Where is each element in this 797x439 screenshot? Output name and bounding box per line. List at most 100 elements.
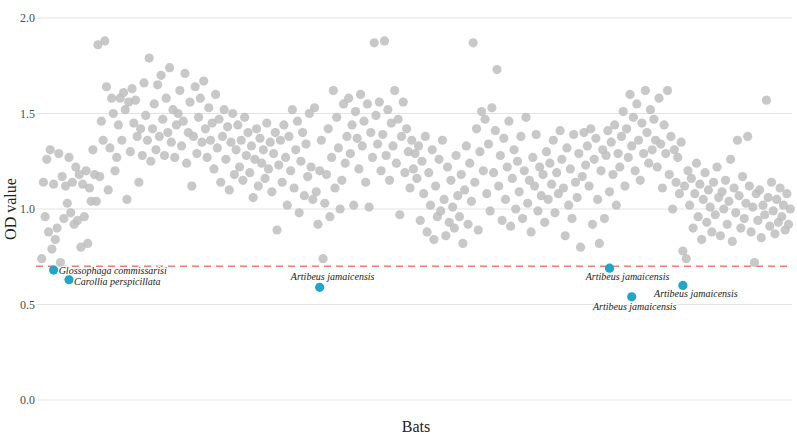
point bbox=[675, 189, 684, 198]
point bbox=[243, 128, 252, 137]
point bbox=[506, 222, 515, 231]
point bbox=[170, 153, 179, 162]
point bbox=[470, 178, 479, 187]
point bbox=[303, 172, 312, 181]
point bbox=[351, 107, 360, 116]
point bbox=[274, 160, 283, 169]
point bbox=[479, 166, 488, 175]
point bbox=[392, 159, 401, 168]
point bbox=[245, 168, 254, 177]
x-axis-title: Bats bbox=[402, 418, 430, 435]
point bbox=[607, 138, 616, 147]
point bbox=[58, 172, 67, 181]
point bbox=[158, 115, 167, 124]
point bbox=[605, 187, 614, 196]
annotation: Artibeus jamaicensis bbox=[585, 271, 670, 282]
point bbox=[465, 159, 474, 168]
point bbox=[39, 178, 48, 187]
point bbox=[450, 224, 459, 233]
point bbox=[312, 187, 321, 196]
point bbox=[533, 206, 542, 215]
point bbox=[573, 193, 582, 202]
point bbox=[226, 138, 235, 147]
point bbox=[191, 82, 200, 91]
point bbox=[136, 124, 145, 133]
point bbox=[487, 103, 496, 112]
point bbox=[228, 109, 237, 118]
point bbox=[695, 180, 704, 189]
point bbox=[266, 138, 275, 147]
point bbox=[288, 105, 297, 114]
point bbox=[661, 149, 670, 158]
point bbox=[538, 170, 547, 179]
point bbox=[97, 117, 106, 126]
point bbox=[527, 227, 536, 236]
point bbox=[49, 266, 58, 275]
point bbox=[559, 183, 568, 192]
point bbox=[252, 124, 261, 133]
point bbox=[318, 254, 327, 263]
point bbox=[480, 115, 489, 124]
point bbox=[131, 96, 140, 105]
point bbox=[388, 141, 397, 150]
point bbox=[83, 239, 92, 248]
chart: 0.00.51.01.52.0Glossophaga commissarisiC… bbox=[0, 0, 797, 439]
grid-line bbox=[36, 209, 792, 210]
point bbox=[649, 115, 658, 124]
point bbox=[746, 227, 755, 236]
point bbox=[150, 99, 159, 108]
point bbox=[463, 220, 472, 229]
point bbox=[549, 136, 558, 145]
point bbox=[85, 183, 94, 192]
point bbox=[499, 134, 508, 143]
point bbox=[692, 159, 701, 168]
point bbox=[564, 201, 573, 210]
point bbox=[748, 202, 757, 211]
point bbox=[143, 136, 152, 145]
point bbox=[426, 201, 435, 210]
point bbox=[665, 170, 674, 179]
point bbox=[475, 147, 484, 156]
point bbox=[666, 132, 675, 141]
point bbox=[590, 155, 599, 164]
point bbox=[733, 136, 742, 145]
point bbox=[755, 185, 764, 194]
point bbox=[520, 166, 529, 175]
point bbox=[325, 212, 334, 221]
point bbox=[457, 170, 466, 179]
point bbox=[98, 136, 107, 145]
point bbox=[146, 157, 155, 166]
grid-line bbox=[36, 304, 792, 305]
point bbox=[663, 86, 672, 95]
point bbox=[758, 201, 767, 210]
point bbox=[324, 124, 333, 133]
annotation: Artibeus jamaicensis bbox=[592, 301, 677, 312]
point bbox=[151, 145, 160, 154]
point bbox=[286, 166, 295, 175]
point bbox=[225, 185, 234, 194]
point bbox=[523, 199, 532, 208]
point bbox=[204, 103, 213, 112]
point bbox=[267, 187, 276, 196]
point bbox=[66, 208, 75, 217]
point bbox=[438, 136, 447, 145]
point bbox=[634, 136, 643, 145]
point bbox=[492, 65, 501, 74]
point bbox=[712, 162, 721, 171]
point bbox=[578, 172, 587, 181]
point bbox=[455, 212, 464, 221]
point bbox=[206, 136, 215, 145]
point bbox=[770, 229, 779, 238]
point bbox=[436, 206, 445, 215]
point bbox=[658, 183, 667, 192]
point bbox=[64, 153, 73, 162]
point bbox=[417, 157, 426, 166]
point bbox=[145, 54, 154, 63]
point bbox=[704, 185, 713, 194]
point bbox=[371, 111, 380, 120]
point bbox=[711, 210, 720, 219]
point bbox=[646, 105, 655, 114]
point bbox=[443, 162, 452, 171]
point bbox=[185, 97, 194, 106]
point bbox=[636, 176, 645, 185]
